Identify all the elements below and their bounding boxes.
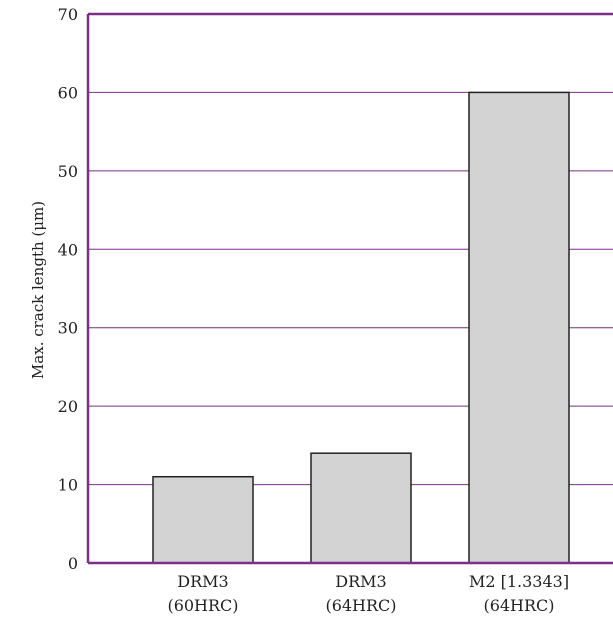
plot-frame bbox=[86, 12, 613, 565]
y-tick-label: 70 bbox=[58, 5, 78, 24]
x-category-label: M2 [1.3343] bbox=[469, 572, 569, 591]
bar bbox=[468, 91, 570, 564]
bar bbox=[310, 452, 412, 564]
y-axis-title: Max. crack length (μm) bbox=[29, 201, 47, 379]
y-tick-label: 60 bbox=[58, 83, 78, 102]
bars bbox=[152, 91, 570, 564]
x-category-label: DRM3 bbox=[335, 572, 386, 591]
bar bbox=[152, 475, 254, 564]
x-category-label: (64HRC) bbox=[483, 596, 554, 615]
y-tick-label: 20 bbox=[58, 397, 78, 416]
x-category-labels: DRM3 (60HRC) DRM3 (64HRC) M2 [1.3343] (64HRC) bbox=[167, 572, 569, 615]
y-tick-labels: 0 10 20 30 40 50 60 70 bbox=[58, 5, 78, 573]
y-tick-label: 0 bbox=[68, 554, 78, 573]
y-tick-label: 50 bbox=[58, 162, 78, 181]
y-tick-label: 40 bbox=[58, 240, 78, 259]
x-category-label: (64HRC) bbox=[325, 596, 396, 615]
x-category-label: DRM3 bbox=[177, 572, 228, 591]
y-tick-label: 10 bbox=[58, 476, 78, 495]
y-tick-label: 30 bbox=[58, 319, 78, 338]
x-category-label: (60HRC) bbox=[167, 596, 238, 615]
